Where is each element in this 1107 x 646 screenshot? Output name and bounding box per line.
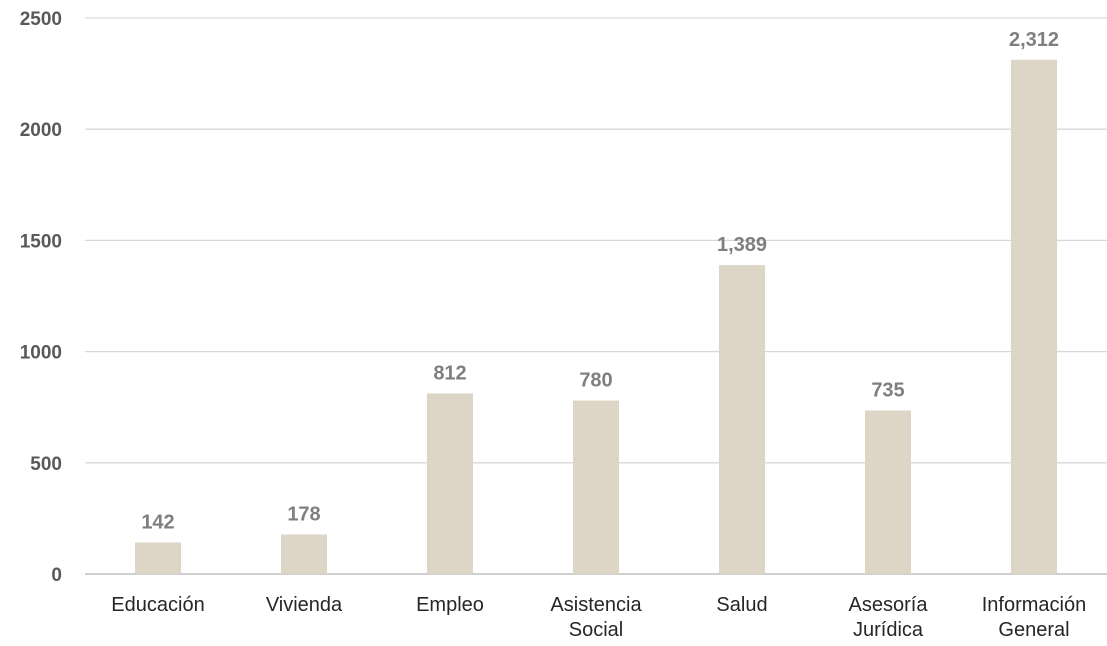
- y-axis-ticks: 0 500 1000 1500 2000 2500: [20, 9, 62, 586]
- data-label: 178: [287, 503, 320, 525]
- bars: [135, 59, 1057, 574]
- x-tick-label: Asesoría: [849, 594, 929, 616]
- bar: [865, 410, 911, 574]
- bar: [281, 534, 327, 574]
- bar: [1011, 59, 1057, 574]
- gridlines: [85, 17, 1107, 575]
- bar: [719, 265, 765, 574]
- data-label: 142: [141, 511, 174, 533]
- y-tick-label: 0: [51, 565, 62, 586]
- y-tick-label: 1000: [20, 343, 62, 364]
- x-tick-label: Salud: [716, 594, 767, 616]
- data-label: 2,312: [1009, 29, 1059, 51]
- bar: [135, 542, 181, 574]
- x-tick-label: Social: [569, 619, 623, 641]
- data-label: 1,389: [717, 234, 767, 256]
- x-tick-label: Vivienda: [266, 594, 343, 616]
- y-tick-label: 1500: [20, 231, 62, 252]
- x-tick-label: Asistencia: [550, 594, 642, 616]
- x-tick-label: Empleo: [416, 594, 484, 616]
- y-tick-label: 2500: [20, 9, 62, 30]
- data-labels: 142 178 812 780 1,389 735 2,312: [141, 29, 1059, 534]
- x-tick-label: Información: [982, 594, 1087, 616]
- data-label: 780: [579, 370, 612, 392]
- bar: [573, 400, 619, 574]
- y-tick-label: 2000: [20, 120, 62, 141]
- x-tick-label: General: [998, 619, 1069, 641]
- y-tick-label: 500: [30, 454, 62, 475]
- x-tick-label: Jurídica: [853, 619, 924, 641]
- data-label: 735: [871, 380, 904, 402]
- data-label: 812: [433, 362, 466, 384]
- bar: [427, 393, 473, 574]
- x-axis-ticks: Educación Vivienda Empleo Asistencia Social S…: [111, 594, 1086, 641]
- x-tick-label: Educación: [111, 594, 204, 616]
